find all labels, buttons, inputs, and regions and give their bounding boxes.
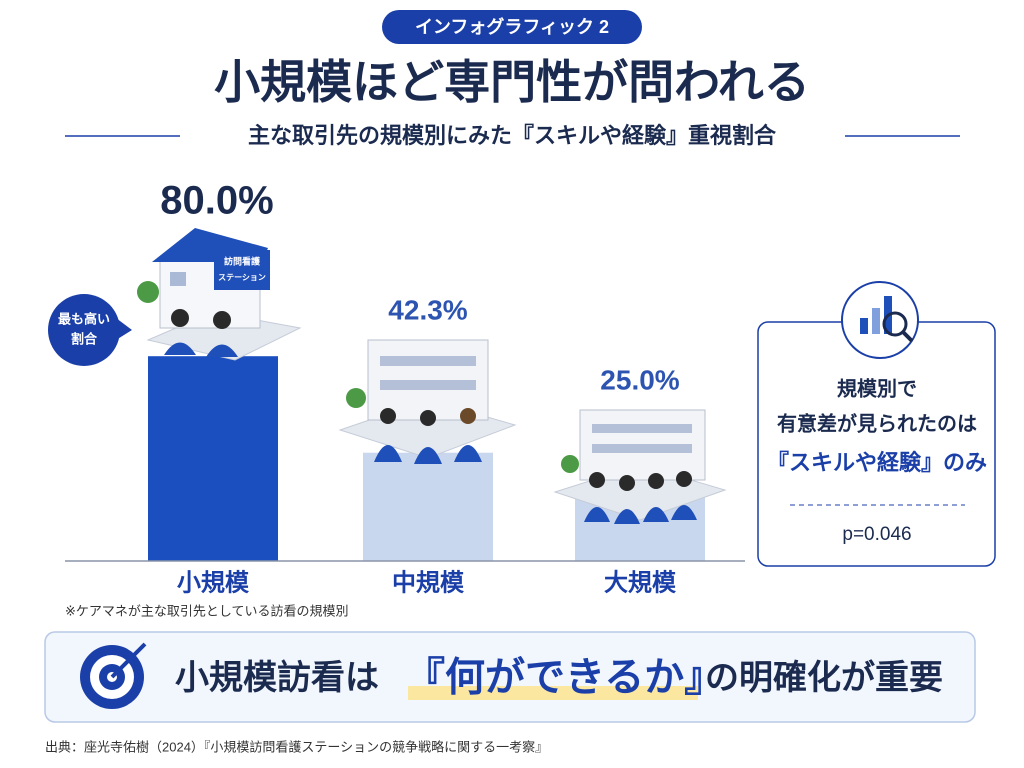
person-head [648, 473, 664, 489]
person-body [374, 445, 402, 462]
callout: 最も高い 割合 [48, 294, 132, 366]
tree [346, 388, 366, 408]
subtitle: 主な取引先の規模別にみた『スキルや経験』重視割合 [248, 123, 777, 148]
category-label: 小規模 [177, 569, 250, 596]
person-body [584, 507, 610, 522]
person-head [619, 475, 635, 491]
side-text: 有意差が見られたのは [777, 411, 977, 435]
chart-title: 小規模ほど専門性が問われる [214, 56, 810, 108]
window [592, 424, 692, 433]
window [170, 272, 186, 286]
badge: インフォグラフィック 2 [415, 16, 609, 37]
callout-bubble [48, 294, 120, 366]
window [592, 444, 692, 453]
person-body [206, 344, 238, 357]
note: ※ケアマネが主な取引先としている訪看の規模別 [65, 603, 349, 618]
conclusion-box [44, 631, 976, 723]
person-head [213, 311, 231, 329]
icon [872, 308, 880, 334]
sign-text: ステーション [218, 273, 266, 282]
callout-pointer [116, 318, 132, 340]
highlight-marker [408, 686, 698, 700]
conclusion-highlight: 『何ができるか』 [405, 656, 724, 700]
person-head [460, 408, 476, 424]
person-body [643, 507, 669, 522]
person-head [420, 410, 436, 426]
conclusion: 小規模訪看は 『何ができるか』 の明確化が重要 [44, 631, 976, 723]
person-body [454, 445, 482, 462]
person-body [614, 509, 640, 524]
person-body [414, 447, 442, 464]
category-label: 中規模 [392, 569, 465, 596]
category-label: 大規模 [604, 569, 677, 596]
conclusion-text: 小規模訪看は [175, 659, 379, 697]
person-head [676, 471, 692, 487]
callout-text: 最も高い [58, 311, 110, 326]
side-box: 規模別で 有意差が見られたのは 『スキルや経験』のみ p=0.046 [757, 281, 996, 567]
person-body [164, 342, 196, 355]
window [380, 380, 476, 390]
tree [561, 455, 579, 473]
bar [363, 452, 493, 561]
tree [137, 281, 159, 303]
value-label: 42.3% [388, 294, 467, 325]
person-body [671, 505, 697, 520]
value-label: 80.0% [160, 179, 273, 223]
callout-text: 割合 [71, 331, 98, 346]
side-text: 規模別で [837, 376, 917, 400]
p-value: p=0.046 [842, 524, 911, 545]
badge-pill [382, 10, 642, 44]
bar [148, 356, 278, 561]
target-arrow [110, 642, 147, 679]
person-head [589, 472, 605, 488]
person-head [380, 408, 396, 424]
icon [901, 330, 914, 343]
illustrations: 訪問看護 ステーション [137, 228, 727, 524]
value-label: 25.0% [600, 364, 679, 395]
source: 出典：座光寺佑樹（2024）『小規模訪問看護ステーションの競争戦略に関する一考察… [45, 739, 548, 754]
icon [882, 311, 908, 337]
sign-text: 訪問看護 [224, 255, 261, 266]
sign [214, 250, 270, 290]
side-highlight: 『スキルや経験』のみ [767, 450, 987, 475]
person-head [171, 309, 189, 327]
window [380, 356, 476, 366]
conclusion-text: の明確化が重要 [705, 659, 943, 697]
icon [860, 318, 868, 334]
